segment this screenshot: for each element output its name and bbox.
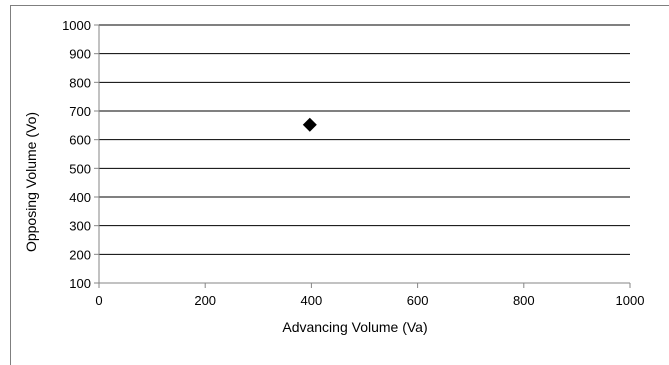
y-tick-label: 1000 [62,18,91,33]
x-tick-label: 0 [95,293,102,308]
y-tick-label: 600 [69,133,91,148]
x-tick-label: 1000 [616,293,645,308]
chart-frame [10,5,669,365]
gridlines [99,24,630,255]
x-tick-label: 600 [407,293,429,308]
y-tick-labels: 100 200 300 400 500 600 700 800 900 1000 [62,18,91,291]
data-point-diamond [302,117,317,132]
y-tick-label: 400 [69,190,91,205]
axes [94,24,631,288]
x-tick-labels: 0 200 400 600 800 1000 [95,293,644,308]
y-tick-label: 100 [69,276,91,291]
y-tick-label: 800 [69,75,91,90]
y-tick-label: 700 [69,104,91,119]
x-axis-title: Advancing Volume (Va) [282,319,427,335]
x-tick-label: 200 [194,293,216,308]
y-axis-title: Opposing Volume (Vo) [23,112,39,252]
data-points [302,117,317,132]
y-tick-label: 900 [69,47,91,62]
y-tick-label: 200 [69,247,91,262]
y-tick-label: 500 [69,161,91,176]
x-tick-label: 800 [513,293,535,308]
x-tick-label: 400 [301,293,323,308]
y-tick-label: 300 [69,219,91,234]
